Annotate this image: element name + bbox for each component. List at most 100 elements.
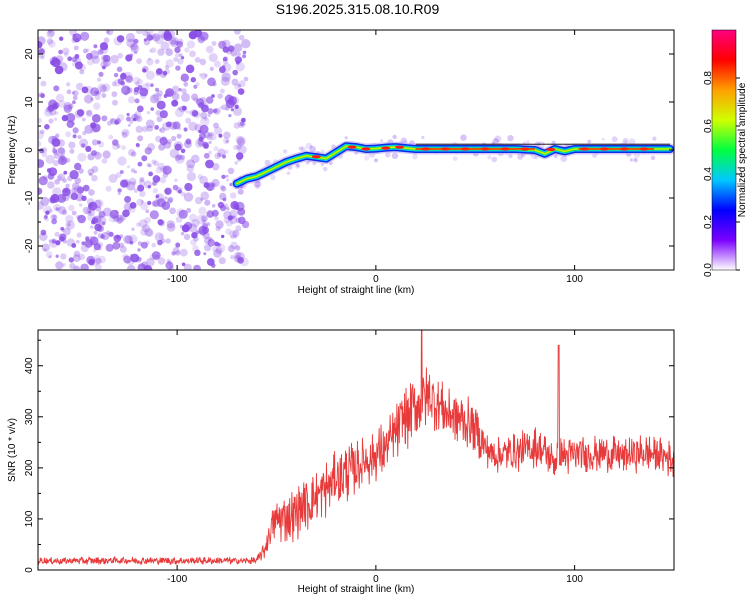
- noise-speckle-dot: [195, 138, 204, 148]
- noise-speckle-dot: [157, 239, 163, 246]
- noise-speckle-dot: [130, 253, 140, 263]
- noise-speckle-dot: [185, 64, 195, 74]
- noise-speckle-dot: [223, 131, 231, 139]
- noise-speckle-dot: [56, 147, 66, 157]
- noise-speckle-dot: [43, 248, 47, 252]
- noise-speckle-dot: [183, 263, 192, 270]
- noise-speckle-dot: [237, 145, 247, 155]
- noise-speckle-dot: [58, 206, 67, 215]
- noise-speckle-dot: [144, 147, 152, 155]
- noise-speckle-dot: [125, 75, 133, 83]
- noise-speckle-dot: [193, 84, 198, 89]
- noise-speckle-dot: [41, 232, 46, 236]
- noise-speckle-dot: [145, 70, 155, 80]
- noise-speckle-dot: [155, 135, 162, 143]
- noise-speckle-dot: [80, 31, 90, 41]
- noise-speckle-dot: [41, 243, 50, 252]
- noise-speckle-dot: [39, 232, 48, 241]
- noise-speckle-dot: [233, 122, 241, 129]
- noise-speckle-dot: [237, 83, 241, 88]
- noise-speckle-dot: [171, 99, 179, 107]
- noise-speckle-dot: [183, 127, 188, 132]
- noise-speckle-dot: [150, 83, 154, 88]
- noise-speckle-dot: [141, 126, 148, 133]
- noise-speckle-dot: [235, 225, 242, 232]
- noise-speckle-dot: [206, 222, 211, 227]
- noise-speckle-dot: [156, 116, 163, 123]
- noise-speckle-dot: [179, 224, 184, 229]
- noise-speckle-dot: [108, 231, 114, 237]
- noise-speckle-dot: [206, 258, 215, 266]
- noise-speckle-dot: [162, 70, 168, 76]
- noise-speckle-dot: [132, 76, 141, 85]
- noise-speckle-dot: [99, 84, 108, 93]
- noise-speckle-dot: [174, 40, 180, 45]
- noise-speckle-dot: [159, 176, 167, 184]
- noise-speckle-dot: [53, 160, 60, 167]
- trace-halo-dot: [633, 158, 637, 162]
- noise-speckle-dot: [126, 265, 136, 270]
- trace-peak-spot: [311, 155, 321, 159]
- noise-speckle-dot: [48, 208, 53, 213]
- noise-speckle-dot: [215, 220, 224, 229]
- noise-speckle-dot: [132, 181, 137, 185]
- noise-speckle-dot: [207, 113, 211, 117]
- noise-speckle-dot: [193, 264, 201, 270]
- noise-speckle-dot: [139, 87, 149, 97]
- noise-speckle-dot: [70, 192, 78, 200]
- noise-speckle-dot: [155, 194, 160, 199]
- noise-speckle-dot: [115, 210, 119, 214]
- noise-speckle-dot: [169, 148, 179, 159]
- noise-speckle-dot: [62, 263, 66, 267]
- noise-speckle-dot: [164, 189, 169, 194]
- noise-speckle-dot: [45, 251, 53, 258]
- noise-speckle-dot: [44, 108, 53, 117]
- trace-halo-dot: [400, 137, 407, 144]
- noise-speckle-dot: [123, 255, 132, 264]
- noise-speckle-dot: [129, 202, 137, 209]
- noise-speckle-dot: [135, 81, 140, 87]
- noise-speckle-dot: [102, 83, 111, 92]
- noise-speckle-dot: [148, 57, 152, 61]
- noise-speckle-dot: [78, 253, 85, 261]
- noise-speckle-dot: [164, 187, 172, 195]
- noise-speckle-dot: [238, 34, 245, 41]
- noise-speckle-dot: [165, 48, 173, 56]
- noise-speckle-dot: [53, 85, 60, 92]
- noise-speckle-dot: [67, 175, 73, 182]
- noise-speckle-dot: [71, 121, 76, 126]
- noise-speckle-dot: [119, 170, 124, 174]
- noise-speckle-dot: [155, 166, 163, 174]
- noise-speckle-dot: [54, 179, 60, 185]
- noise-speckle-dot: [230, 108, 234, 112]
- noise-speckle-dot: [39, 129, 45, 135]
- noise-speckle-dot: [162, 172, 169, 178]
- noise-speckle-dot: [159, 110, 168, 119]
- noise-speckle-dot: [75, 82, 84, 91]
- noise-speckle-dot: [85, 145, 92, 152]
- noise-speckle-dot: [117, 192, 121, 196]
- noise-speckle-dot: [214, 60, 221, 68]
- noise-speckle-dot: [152, 180, 158, 186]
- noise-speckle-dot: [155, 87, 159, 92]
- noise-speckle-dot: [47, 181, 55, 189]
- noise-speckle-dot: [172, 184, 179, 191]
- noise-speckle-dot: [185, 109, 189, 113]
- noise-speckle-dot: [190, 239, 197, 246]
- spectrogram-y-tick-label: 0: [24, 147, 35, 153]
- noise-speckle-dot: [164, 196, 168, 200]
- trace-halo-dot: [270, 174, 276, 181]
- snr-x-axis-label: Height of straight line (km): [298, 584, 415, 595]
- noise-speckle-dot: [136, 105, 144, 113]
- noise-speckle-dot: [99, 42, 109, 51]
- trace-halo-dot: [301, 146, 306, 152]
- noise-speckle-dot: [81, 195, 87, 201]
- noise-speckle-dot: [147, 31, 151, 36]
- spectrogram-y-axis-label: Frequency (Hz): [7, 116, 18, 185]
- noise-speckle-dot: [220, 186, 227, 192]
- noise-speckle-dot: [146, 229, 154, 237]
- noise-speckle-dot: [174, 108, 184, 118]
- noise-speckle-dot: [235, 217, 242, 224]
- noise-speckle-dot: [202, 231, 210, 239]
- noise-speckle-dot: [175, 65, 181, 71]
